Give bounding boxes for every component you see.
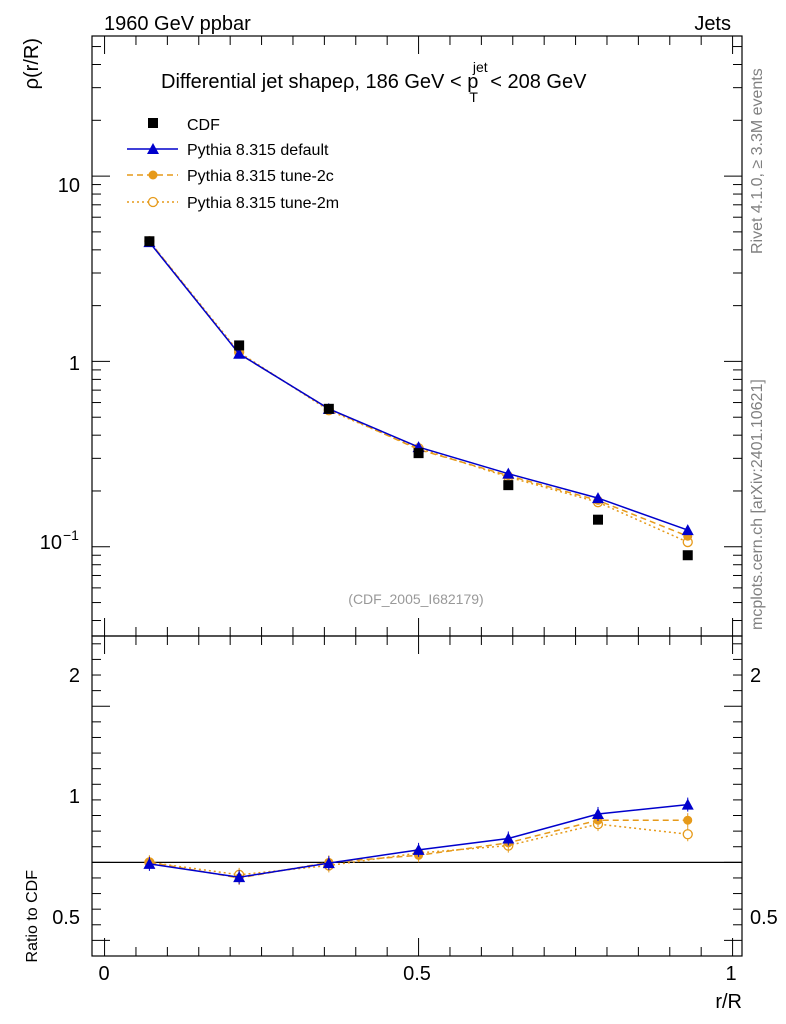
legend-label-default: Pythia 8.315 default [187, 142, 329, 159]
main-title-sup: jet [472, 59, 488, 75]
main-title: Differential jet shapeρ, 186 GeV < p Tjet… [161, 59, 587, 105]
y-tick-label-0.1-exp: −1 [63, 527, 79, 543]
ratio-y-label: Ratio to CDF [24, 870, 41, 963]
x-axis-label: r/R [715, 991, 742, 1013]
main-point-s1-1 [233, 347, 246, 359]
x-tick-label-0: 0 [98, 963, 109, 985]
main-point-cdf-6 [682, 550, 693, 561]
side-label-mcplots: mcplots.cern.ch [arXiv:2401.10621] [749, 379, 766, 630]
main-title-text: Differential jet shapeρ, 186 GeV < p [161, 71, 478, 93]
main-point-cdf-3 [413, 448, 424, 459]
main-series-line-1 [148, 241, 688, 531]
ratio-point-s1-2 [322, 857, 335, 869]
y-tick-label-1: 1 [69, 353, 80, 375]
main-point-s1-4 [502, 467, 515, 479]
ratio-y-tick-label-0.5-right: 0.5 [750, 907, 778, 929]
main-point-s1-6 [681, 524, 694, 536]
ratio-point-s1-4 [502, 832, 515, 844]
main-point-cdf-2 [323, 403, 334, 414]
legend-label-tune2c: Pythia 8.315 tune-2c [187, 168, 334, 185]
ratio-y-tick-label-0.5: 0.5 [52, 907, 80, 929]
ratio-y-tick-label-1: 1 [69, 786, 80, 808]
ratio-y-tick-label-2-right: 2 [750, 665, 761, 687]
header-left: 1960 GeV ppbar [104, 13, 251, 35]
legend-label-cdf: CDF [187, 117, 220, 134]
main-series-line-3 [148, 240, 689, 543]
ratio-plot-frame [91, 635, 743, 957]
legend-label-tune2m: Pythia 8.315 tune-2m [187, 195, 339, 212]
ratio-point-s3-6 [682, 829, 693, 840]
main-point-s1-5 [591, 492, 604, 504]
main-y-label: ρ(r/R) [21, 38, 43, 89]
y-tick-label-10: 10 [58, 175, 80, 197]
main-point-cdf-4 [503, 480, 514, 491]
side-label-rivet: Rivet 4.1.0, ≥ 3.3M events [749, 68, 766, 254]
ratio-series-line-1 [149, 803, 688, 878]
ratio-point-s2-6 [683, 815, 693, 825]
main-title-tail: < 208 GeV [485, 71, 587, 93]
legend-marker-cdf [148, 118, 158, 128]
ratio-point-s1-0 [143, 857, 156, 869]
main-point-cdf-1 [234, 340, 245, 351]
y-tick-label-0.1: 10 [40, 532, 62, 554]
y-tick-label-0.1-base: 10 [40, 532, 62, 554]
ratio-y-tick-label-2: 2 [69, 665, 80, 687]
x-tick-label-1: 1 [725, 963, 736, 985]
main-title-sub: T [469, 89, 478, 105]
legend-marker-default [147, 143, 159, 154]
legend: CDF Pythia 8.315 default Pythia 8.315 tu… [127, 117, 339, 212]
legend-marker-tune2c [148, 170, 158, 180]
header-right: Jets [694, 13, 731, 35]
main-point-cdf-0 [144, 236, 155, 247]
ratio-point-s1-1 [233, 871, 246, 883]
x-tick-label-0.5: 0.5 [403, 963, 431, 985]
main-series-line-2 [148, 240, 688, 537]
legend-marker-tune2m [147, 196, 159, 208]
ratio-point-s1-3 [412, 843, 425, 855]
main-point-cdf-5 [592, 514, 603, 525]
ratio-point-s1-6 [681, 798, 694, 810]
analysis-id: (CDF_2005_I682179) [348, 591, 483, 607]
ratio-point-s1-5 [591, 807, 604, 819]
